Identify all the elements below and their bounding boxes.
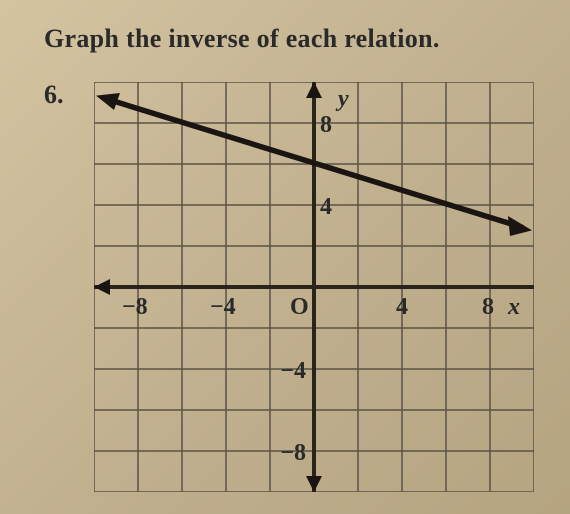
graph-svg: −8 −4 4 8 x O 8 4 −4 −8 y xyxy=(94,82,534,492)
x-axis-arrow-left-icon xyxy=(94,279,110,295)
y-tick-neg4: −4 xyxy=(280,358,306,384)
x-axis-label: x xyxy=(507,294,520,320)
y-axis-arrow-down-icon xyxy=(306,476,322,492)
axes xyxy=(94,82,534,492)
y-axis-label: y xyxy=(335,86,349,112)
x-tick-4: 4 xyxy=(396,294,408,320)
y-tick-4: 4 xyxy=(320,194,332,220)
x-tick-8: 8 xyxy=(482,294,494,320)
y-tick-neg8: −8 xyxy=(280,440,306,466)
line-arrow-right-icon xyxy=(508,216,532,236)
x-tick-neg8: −8 xyxy=(122,294,148,320)
y-axis-arrow-up-icon xyxy=(306,82,322,98)
origin-label: O xyxy=(290,294,309,320)
x-tick-neg4: −4 xyxy=(210,294,236,320)
coordinate-graph: −8 −4 4 8 x O 8 4 −4 −8 y xyxy=(94,82,534,492)
prompt-text: Graph the inverse of each relation. xyxy=(44,24,440,54)
line-arrow-left-icon xyxy=(96,93,120,110)
question-number: 6. xyxy=(44,80,64,110)
y-tick-8: 8 xyxy=(320,112,332,138)
